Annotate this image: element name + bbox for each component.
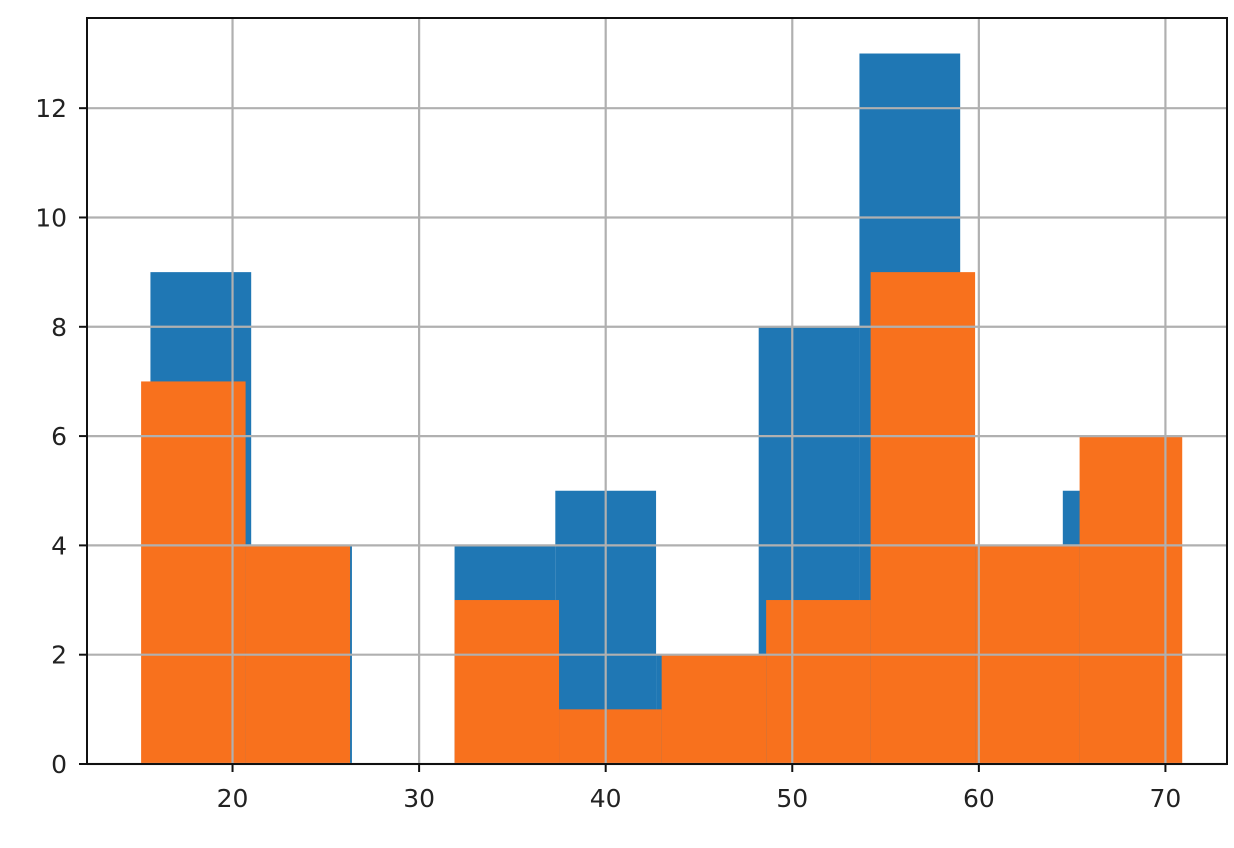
y-tick-label-4: 6 — [51, 422, 67, 451]
x-tick-label-5: 60 — [963, 784, 995, 813]
histogram-bar-series-2-bin-1 — [141, 381, 246, 764]
x-tick-label-4: 50 — [776, 784, 808, 813]
y-tick-label-1: 0 — [51, 750, 67, 779]
y-tick-label-5: 8 — [51, 313, 67, 342]
y-tick-label-2: 2 — [51, 641, 67, 670]
histogram-bar-series-2-bin-10 — [1079, 436, 1183, 764]
histogram-bar-series-2-bin-5 — [559, 709, 662, 764]
plot-frame — [86, 17, 1228, 765]
x-tick-label-6: 70 — [1150, 784, 1182, 813]
histogram-bar-series-2-bin-8 — [870, 272, 976, 764]
y-tick-label-7: 12 — [35, 94, 67, 123]
y-tick-label-3: 4 — [51, 531, 67, 560]
histogram-bar-series-2-bin-7 — [766, 600, 871, 764]
histogram-bar-series-2-bin-4 — [454, 600, 560, 764]
x-tick-label-2: 30 — [403, 784, 435, 813]
x-tick-label-1: 20 — [217, 784, 249, 813]
y-tick-label-6: 10 — [35, 203, 67, 232]
axis-ticks: 20 30 40 50 60 70 0 2 4 6 8 10 12 — [35, 94, 1181, 813]
histogram-bar-series-2-bin-6 — [661, 654, 767, 764]
x-tick-label-3: 40 — [590, 784, 622, 813]
